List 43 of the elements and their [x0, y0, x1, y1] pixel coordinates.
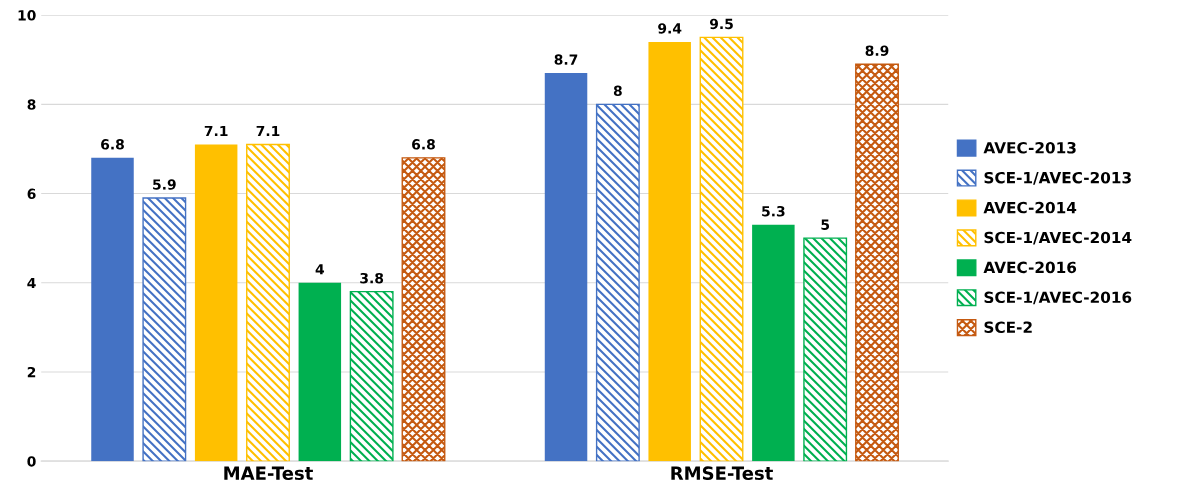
x-tick-label: RMSE-Test	[671, 466, 773, 480]
bar	[544, 73, 588, 462]
legend-label: SCE-1/AVEC-2016	[984, 291, 1132, 305]
data-label: 4	[315, 264, 325, 275]
data-label: 3.8	[360, 272, 384, 284]
bar	[401, 157, 446, 462]
legend-label: AVEC-2014	[983, 201, 1077, 214]
bar	[803, 237, 848, 462]
legend-label: SCE-2	[984, 321, 1032, 333]
bar	[194, 144, 238, 462]
bar	[699, 36, 744, 462]
bar	[142, 197, 187, 462]
bar	[91, 157, 134, 462]
y-tick-label: 10	[18, 10, 36, 21]
data-label: 9.4	[658, 23, 682, 34]
data-label: 8.9	[865, 45, 889, 56]
bar	[349, 290, 394, 462]
data-label: 7.1	[204, 125, 228, 137]
data-label: 7.1	[256, 125, 280, 137]
bar	[648, 41, 691, 462]
y-tick-label: 0	[27, 456, 36, 467]
data-label: 5.9	[153, 179, 176, 190]
data-label: 5	[821, 219, 830, 230]
data-label: 6.8	[412, 139, 435, 150]
data-label: 8.7	[554, 54, 578, 65]
data-label: 8	[613, 85, 622, 97]
bar	[855, 63, 899, 462]
bar	[595, 103, 640, 462]
y-tick-label: 2	[27, 366, 36, 378]
y-tick-label: 4	[27, 277, 36, 289]
bar	[752, 224, 795, 462]
data-label: 5.3	[762, 206, 785, 217]
legend-label: SCE-1/AVEC-2014	[984, 231, 1132, 245]
bar	[246, 143, 290, 462]
y-tick-label: 8	[27, 99, 36, 110]
x-tick-label: MAE-Test	[224, 466, 313, 480]
data-label: 9.5	[709, 18, 733, 30]
legend-label: AVEC-2016	[983, 261, 1077, 274]
legend-label: AVEC-2013	[983, 141, 1076, 154]
y-tick-label: 6	[27, 188, 36, 200]
legend-label: SCE-1/AVEC-2013	[984, 171, 1131, 185]
data-label: 6.8	[101, 139, 124, 150]
bar	[298, 282, 342, 462]
